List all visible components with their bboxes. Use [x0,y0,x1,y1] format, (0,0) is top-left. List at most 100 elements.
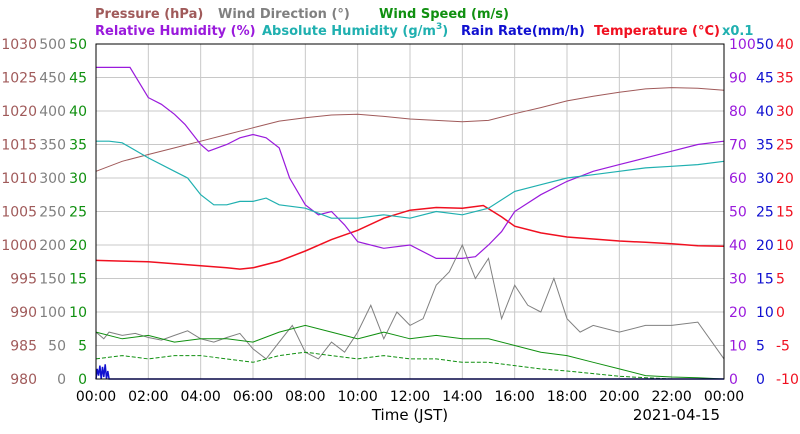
rain-rate-tick-label: 45 [756,71,774,87]
plot-series [95,66,725,380]
wind-direction-tick-label: 150 [39,272,66,288]
wind-speed-tick-label: 30 [69,171,87,187]
relative-humidity-tick-label: 10 [729,339,747,355]
series-line [95,204,725,270]
wind-speed-tick-label: 50 [69,37,87,53]
series-line [95,351,724,380]
pressure-tick-label: 985 [10,339,37,355]
temperature-tick-label: 0 [776,305,785,321]
wind-speed-tick-label: 45 [69,71,87,87]
relative-humidity-tick-label: 20 [729,305,747,321]
rain-rate-tick-label: 20 [756,238,774,254]
wind-direction-tick-label: 400 [39,104,66,120]
pressure-tick-label: 1000 [1,238,37,254]
wind-direction-tick-label: 250 [39,205,66,221]
rain-rate-tick-label: 10 [756,305,774,321]
legend-temperature: Temperature (°C) [594,24,720,39]
relative-humidity-tick-label: 100 [729,37,756,53]
legend-wind-direction: Wind Direction (°) [218,7,350,22]
temperature-tick-label: 20 [776,171,794,187]
legend-rain-rate: Rain Rate(mm/h) [461,24,585,39]
x-tick-label: 20:00 [599,389,639,405]
relative-humidity-tick-label: 70 [729,138,747,154]
pressure-tick-label: 1025 [1,71,37,87]
pressure-tick-label: 1010 [1,171,37,187]
legend-wind-speed: Wind Speed (m/s) [379,7,509,22]
wind-speed-tick-label: 35 [69,138,87,154]
plot-grid [95,43,725,380]
x-tick-label: 14:00 [442,389,482,405]
rain-rate-tick-label: 50 [756,37,774,53]
wind-direction-tick-label: 0 [57,372,66,388]
wind-speed-tick-label: 0 [78,372,87,388]
rain-rate-tick-label: 5 [756,339,765,355]
temperature-tick-label: 15 [776,205,794,221]
temperature-tick-label: 30 [776,104,794,120]
x-tick-label: 04:00 [180,389,220,405]
wind-speed-tick-label: 40 [69,104,87,120]
legend-scale-note: x0.1 [722,24,753,39]
relative-humidity-tick-label: 0 [729,372,738,388]
rain-rate-tick-label: 35 [756,138,774,154]
wind-speed-tick-label: 15 [69,272,87,288]
x-tick-label: 22:00 [651,389,691,405]
wind-direction-tick-label: 450 [39,71,66,87]
legend-absolute-humidity: Absolute Humidity (g/m3) [262,22,448,39]
relative-humidity-tick-label: 30 [729,272,747,288]
wind-direction-tick-label: 50 [48,339,66,355]
x-tick-label: 16:00 [494,389,534,405]
rain-rate-tick-label: 30 [756,171,774,187]
pressure-tick-label: 980 [10,372,37,388]
relative-humidity-tick-label: 50 [729,205,747,221]
temperature-tick-label: 25 [776,138,794,154]
temperature-tick-label: 10 [776,238,794,254]
relative-humidity-tick-label: 40 [729,238,747,254]
relative-humidity-tick-label: 80 [729,104,747,120]
wind-speed-tick-label: 20 [69,238,87,254]
temperature-tick-label: -5 [776,339,790,355]
x-tick-label: 02:00 [128,389,168,405]
pressure-tick-label: 1015 [1,138,37,154]
wind-direction-tick-label: 300 [39,171,66,187]
x-tick-label: 10:00 [337,389,377,405]
series-line [95,87,725,172]
x-axis-label: Time (JST) [371,406,448,424]
series-line [95,324,725,380]
pressure-tick-label: 1005 [1,205,37,221]
tick-labels: 00:00 02:00 04:00 06:00 08:00 10:00 12:00 14:00… [1,37,799,405]
series-line [95,243,725,360]
x-tick-label: 18:00 [547,389,587,405]
rain-rate-tick-label: 15 [756,272,774,288]
pressure-tick-label: 1020 [1,104,37,120]
date-label: 2021-04-15 [633,406,720,424]
temperature-tick-label: 5 [776,272,785,288]
temperature-tick-label: 40 [776,37,794,53]
pressure-tick-label: 990 [10,305,37,321]
wind-speed-tick-label: 5 [78,339,87,355]
wind-speed-tick-label: 25 [69,205,87,221]
x-tick-label: 00:00 [704,389,744,405]
x-tick-label: 12:00 [390,389,430,405]
legend-pressure: Pressure (hPa) [95,7,203,22]
wind-direction-tick-label: 500 [39,37,66,53]
wind-speed-tick-label: 10 [69,305,87,321]
temperature-tick-label: 35 [776,71,794,87]
relative-humidity-tick-label: 60 [729,171,747,187]
x-tick-label: 08:00 [285,389,325,405]
legend-relative-humidity: Relative Humidity (%) [95,24,256,39]
series-line [96,140,725,219]
wind-direction-tick-label: 200 [39,238,66,254]
relative-humidity-tick-label: 90 [729,71,747,87]
pressure-tick-label: 1030 [1,37,37,53]
series-line [95,364,724,380]
wind-direction-tick-label: 100 [39,305,66,321]
x-tick-label: 06:00 [233,389,273,405]
plot-frame [95,43,725,380]
temperature-tick-label: -10 [776,372,799,388]
x-tick-label: 00:00 [76,389,116,405]
rain-rate-tick-label: 25 [756,205,774,221]
rain-rate-tick-label: 0 [756,372,765,388]
rain-rate-tick-label: 40 [756,104,774,120]
pressure-tick-label: 995 [10,272,37,288]
